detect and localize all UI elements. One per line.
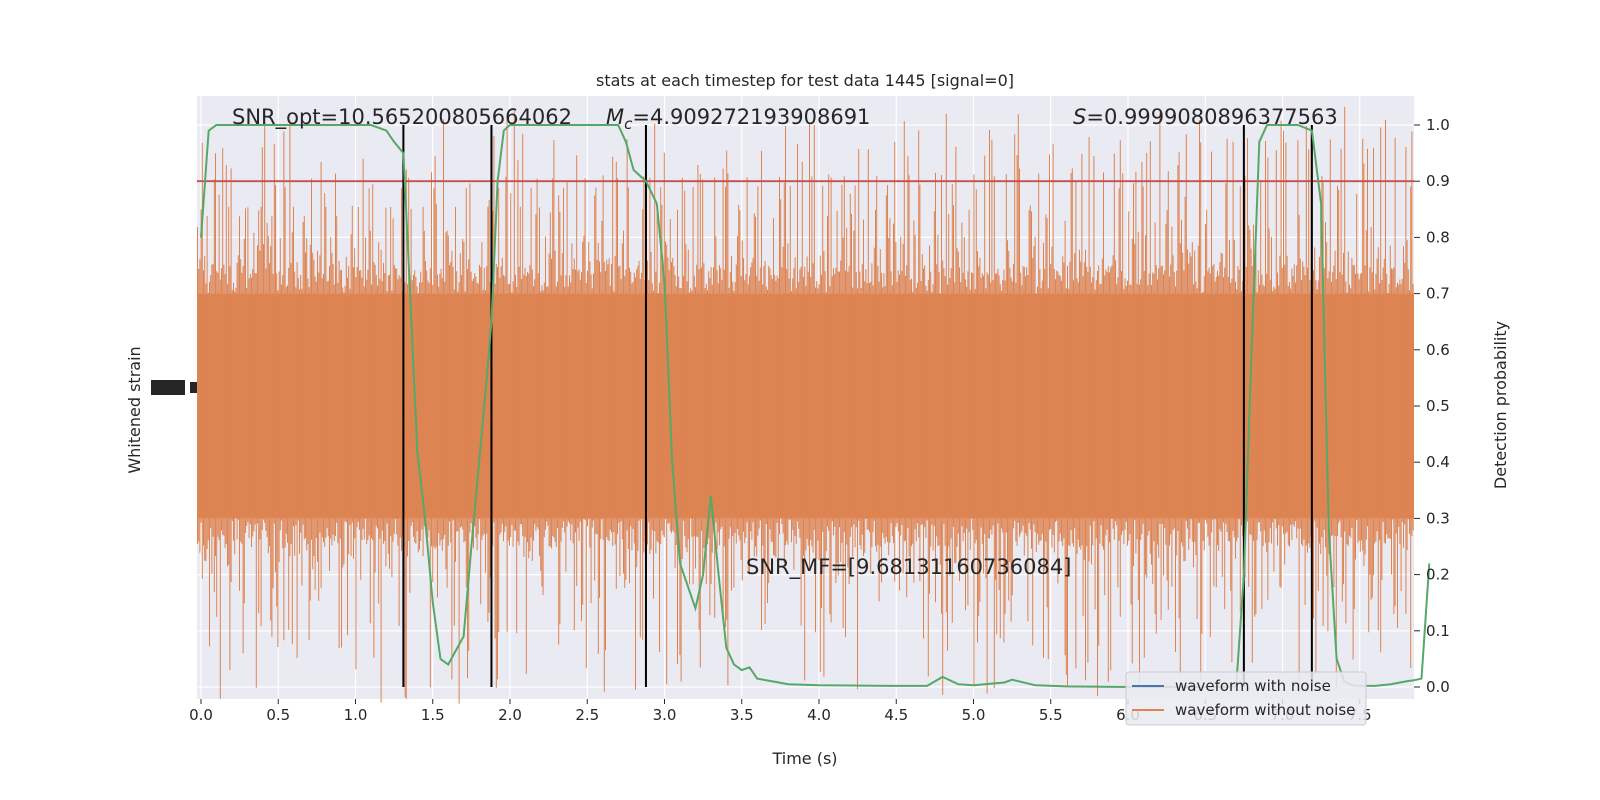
probability-layer bbox=[200, 124, 1431, 688]
y-tick-label: 0.0 bbox=[1426, 678, 1450, 696]
x-tick-label: 3.5 bbox=[730, 706, 754, 724]
y-tick-label: 0.4 bbox=[1426, 453, 1450, 471]
x-tick-label: 1.5 bbox=[421, 706, 445, 724]
legend-label-no-noise: waveform without noise bbox=[1175, 701, 1355, 719]
x-tick-label: 3.0 bbox=[653, 706, 677, 724]
legend-label-noise: waveform with noise bbox=[1175, 677, 1331, 695]
y-tick-label: 0.1 bbox=[1426, 622, 1450, 640]
left-tick-clutter bbox=[151, 380, 197, 395]
x-tick-label: 5.5 bbox=[1039, 706, 1063, 724]
x-tick-label: 5.0 bbox=[962, 706, 986, 724]
y-tick-label: 1.0 bbox=[1426, 116, 1450, 134]
y-tick-label: 0.8 bbox=[1426, 228, 1450, 246]
x-tick-label: 0.0 bbox=[189, 706, 213, 724]
s-value: =0.9999080896377563 bbox=[1086, 105, 1337, 129]
y-tick-label: 0.7 bbox=[1426, 285, 1450, 303]
y-tick-label: 0.5 bbox=[1426, 397, 1450, 415]
y-axis-label-left: Whitened strain bbox=[125, 346, 144, 473]
y-tick-label: 0.2 bbox=[1426, 566, 1450, 584]
y-ticks-right: 0.0 0.1 0.2 0.3 0.4 0.5 0.6 0.7 0.8 0.9 1.0 bbox=[1414, 116, 1450, 696]
snr-mf-annotation: SNR_MF=[9.68131160736084] bbox=[746, 555, 1071, 580]
x-tick-label: 0.5 bbox=[266, 706, 290, 724]
legend: waveform with noise waveform without noi… bbox=[1125, 671, 1367, 726]
x-axis-label: Time (s) bbox=[771, 749, 837, 768]
detection-probability-line bbox=[200, 124, 1431, 688]
s-annotation: S=0.9999080896377563 bbox=[1073, 105, 1338, 129]
legend-box bbox=[1125, 671, 1367, 726]
strain-waveform bbox=[197, 106, 1414, 704]
snr-opt-annotation: SNR_opt=10.565200805664062 bbox=[232, 105, 572, 130]
s-symbol: S bbox=[1073, 105, 1086, 129]
mc-value: =4.909272193908691 bbox=[632, 105, 870, 129]
y-tick-label: 0.9 bbox=[1426, 172, 1450, 190]
vertical-markers bbox=[402, 125, 1313, 687]
left-tick-marks-overlap bbox=[190, 382, 197, 393]
y-axis-label-right: Detection probability bbox=[1491, 321, 1510, 489]
mc-annotation: Mc=4.909272193908691 bbox=[606, 105, 870, 133]
chart-title: stats at each timestep for test data 144… bbox=[596, 71, 1014, 90]
mc-symbol: M bbox=[606, 105, 624, 129]
x-tick-label: 2.0 bbox=[498, 706, 522, 724]
mc-subscript: c bbox=[624, 115, 633, 133]
x-tick-label: 4.0 bbox=[807, 706, 831, 724]
y-tick-label: 0.6 bbox=[1426, 341, 1450, 359]
strain-spikes bbox=[197, 106, 1414, 704]
left-tick-labels-overlap bbox=[151, 380, 185, 395]
y-tick-label: 0.3 bbox=[1426, 509, 1450, 527]
x-tick-label: 2.5 bbox=[575, 706, 599, 724]
x-tick-label: 4.5 bbox=[884, 706, 908, 724]
x-tick-label: 1.0 bbox=[344, 706, 368, 724]
